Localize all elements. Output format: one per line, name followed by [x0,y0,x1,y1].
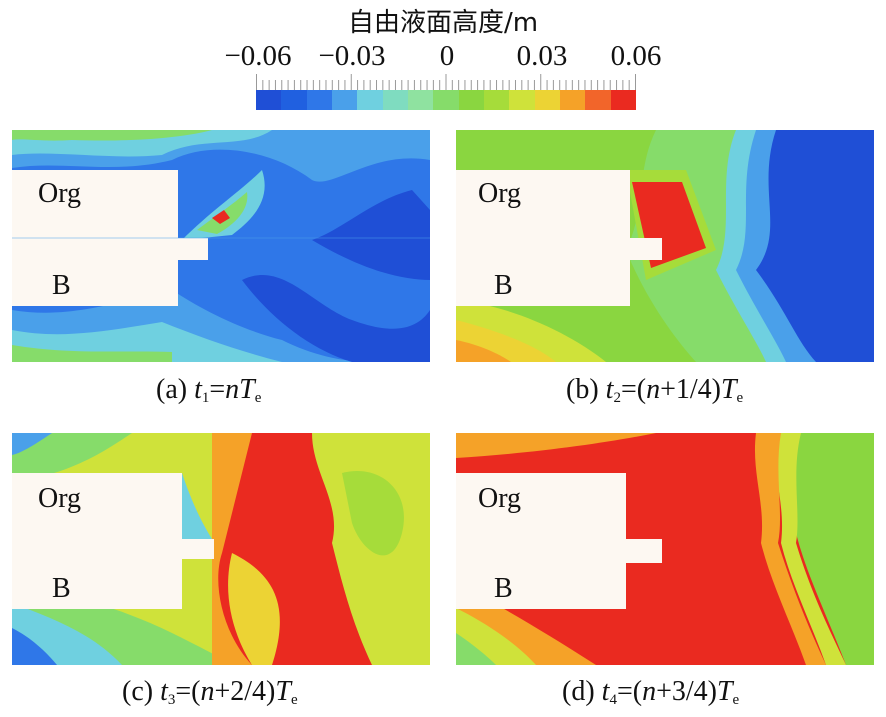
colorbar-swatch [357,90,383,110]
colorbar-swatch [483,90,510,110]
colorbar-swatch [433,90,459,110]
colorbar-tick: 0.03 [516,40,568,72]
caption-c: (c) t3=(n+2/4)Te [122,676,298,708]
colorbar-swatch [458,90,484,110]
colorbar-swatch [407,90,434,110]
colorbar [256,90,636,110]
region-label-b: B [494,573,513,604]
colorbar-swatch [509,90,535,110]
contour-panel-b: Org B [456,130,874,362]
colorbar-swatch [331,90,358,110]
colorbar-swatch [281,90,307,110]
contour-panel-a: Org B [12,130,430,362]
region-label-org: Org [478,178,522,209]
region-label-org: Org [478,483,522,514]
region-label-b: B [52,573,71,604]
colorbar-tick: −0.03 [318,40,386,72]
colorbar-title: 自由液面高度/m [347,8,539,38]
caption-a: (a) t1=nTe [156,374,262,406]
colorbar-swatch [306,90,332,110]
colorbar-swatch [256,90,282,110]
region-label-b: B [52,270,71,301]
colorbar-tick: 0 [439,40,455,72]
region-label-org: Org [38,483,82,514]
caption-d: (d) t4=(n+3/4)Te [562,676,740,708]
colorbar-tick: −0.06 [224,40,292,72]
colorbar-swatch [382,90,408,110]
contour-panel-d: Org B [456,433,874,665]
caption-b: (b) t2=(n+1/4)Te [566,374,744,406]
region-label-org: Org [38,178,82,209]
colorbar-swatch [534,90,560,110]
colorbar-swatch [559,90,586,110]
colorbar-tick: 0.06 [610,40,662,72]
region-label-b: B [494,270,513,301]
colorbar-swatch [585,90,611,110]
contour-panel-c: Org B [12,433,430,665]
colorbar-swatch [610,90,636,110]
colorbar-tick-rule [256,74,636,90]
